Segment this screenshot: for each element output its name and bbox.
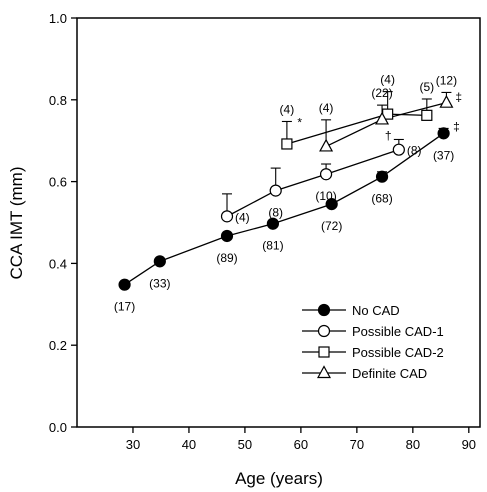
data-label: (5) (419, 80, 434, 94)
y-tick-label: 0.4 (49, 256, 67, 271)
legend-label: Possible CAD-2 (352, 345, 444, 360)
annotations: * † ‡ ‡ (297, 90, 462, 142)
x-tick-label: 50 (238, 437, 252, 452)
data-point (319, 168, 333, 181)
annotation: † (385, 128, 392, 142)
error-bars (119, 91, 452, 285)
x-tick-label: 70 (350, 437, 364, 452)
data-labels: (17) (33) (89) (81) (72) (68) (37) (4) (8) (10) (8… (114, 73, 457, 314)
data-point (220, 210, 234, 223)
data-label: (4) (280, 102, 295, 116)
legend-label: Definite CAD (352, 366, 427, 381)
x-axis-label: Age (years) (235, 469, 323, 488)
data-markers (118, 94, 454, 291)
data-point (375, 111, 390, 125)
data-label: (17) (114, 300, 135, 314)
data-label: (33) (149, 276, 170, 290)
data-label: (8) (268, 206, 283, 220)
data-point (220, 229, 234, 243)
data-point (421, 109, 433, 121)
data-point (392, 143, 405, 156)
legend-items: No CAD Possible CAD-1 Possible CAD-2 Defini… (302, 303, 444, 381)
annotation: * (297, 115, 302, 129)
data-point (281, 138, 293, 150)
data-label: (22) (371, 86, 392, 100)
annotation: ‡ (453, 119, 460, 133)
axes: 30 40 50 60 70 80 90 0.0 0.2 0.4 0.6 0.8 1.0 (49, 11, 476, 452)
data-label: (4) (319, 101, 334, 115)
x-tick-label: 40 (182, 437, 196, 452)
y-tick-label: 1.0 (49, 11, 67, 26)
x-tick-label: 80 (406, 437, 420, 452)
legend: No CAD Possible CAD-1 Possible CAD-2 Defini… (290, 302, 470, 384)
data-point (437, 127, 450, 140)
data-label: (12) (436, 73, 457, 87)
series-line (124, 132, 444, 286)
plot-frame (76, 17, 481, 428)
data-point (439, 94, 454, 108)
legend-marker (318, 346, 330, 358)
series-lines (124, 102, 447, 286)
data-label: (37) (433, 148, 454, 162)
data-label: (72) (321, 219, 342, 233)
data-label: (4) (235, 210, 250, 224)
data-point (118, 278, 131, 291)
legend-label: Possible CAD-1 (352, 324, 444, 339)
x-tick-label: 60 (294, 437, 308, 452)
legend-marker (316, 365, 332, 379)
x-tick-label: 30 (126, 437, 140, 452)
data-label: (8) (407, 144, 422, 158)
x-tick-label: 90 (462, 437, 476, 452)
y-tick-label: 0.2 (49, 338, 67, 353)
data-point (266, 217, 280, 230)
data-point (325, 197, 338, 211)
data-point (375, 170, 389, 183)
data-point (153, 255, 166, 268)
annotation: ‡ (455, 90, 462, 104)
data-label: (89) (216, 251, 237, 265)
series-line (226, 149, 400, 217)
y-tick-label: 0.6 (49, 175, 67, 190)
y-axis-label: CCA IMT (mm) (7, 166, 26, 279)
data-label: (81) (262, 239, 283, 253)
legend-label: No CAD (352, 303, 400, 318)
legend-marker (317, 303, 331, 317)
legend-frame (290, 302, 470, 384)
data-label: (4) (380, 73, 395, 87)
series-line (286, 113, 427, 145)
data-label: (10) (315, 189, 336, 203)
data-point (319, 138, 334, 152)
y-tick-label: 0.0 (49, 420, 67, 435)
y-tick-label: 0.8 (49, 93, 67, 108)
data-label: (68) (371, 192, 392, 206)
data-point (269, 184, 282, 197)
legend-marker (317, 324, 331, 338)
